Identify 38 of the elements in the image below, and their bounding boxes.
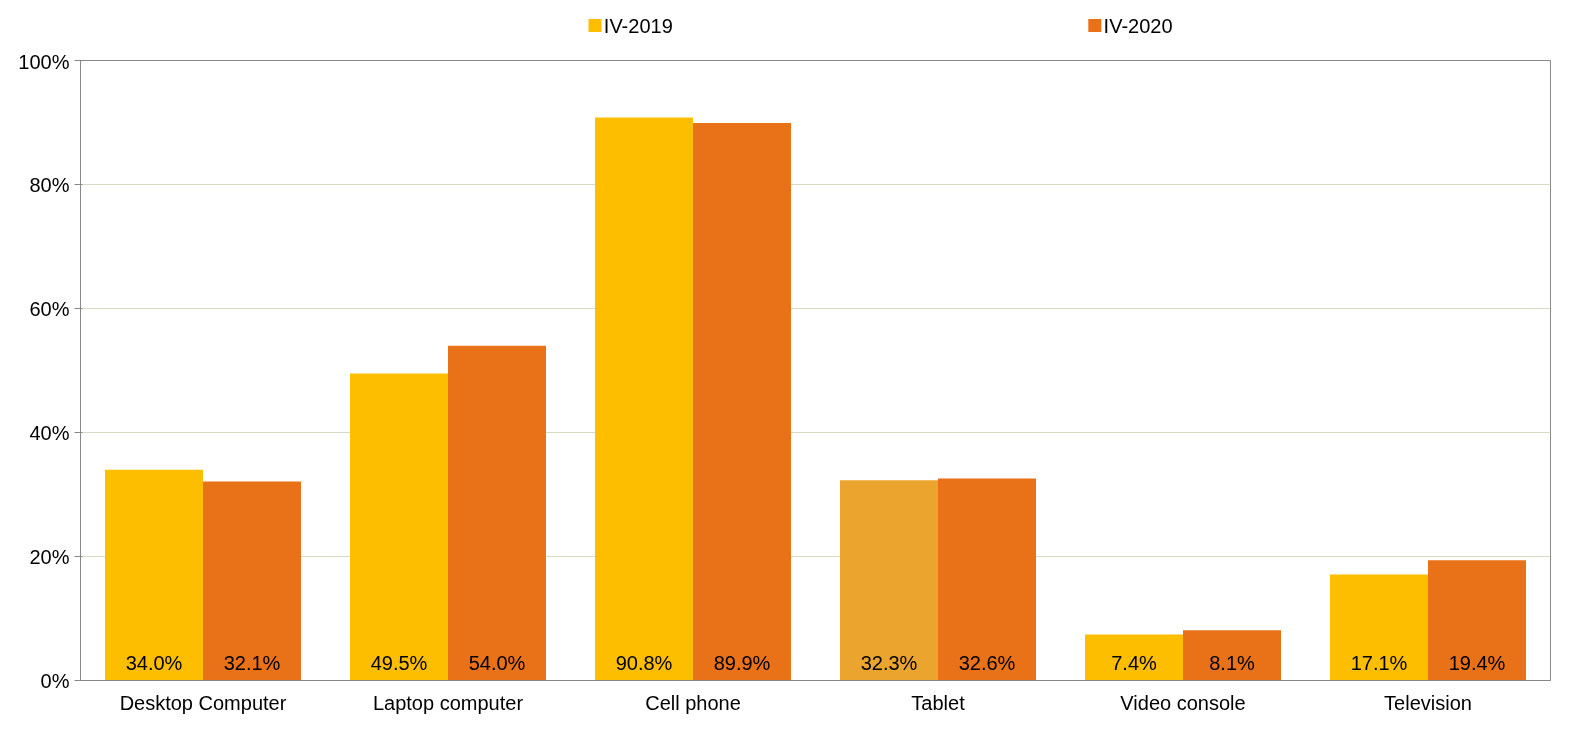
data-label: 34.0% — [125, 652, 183, 675]
x-tick-label: Tablet — [911, 691, 966, 714]
data-label: 19.4% — [1448, 652, 1506, 675]
legend-label: IV-2019 — [603, 14, 673, 37]
data-label: 32.6% — [958, 652, 1016, 675]
bar — [693, 123, 791, 681]
bar — [448, 345, 546, 681]
y-tick-label: 100% — [18, 50, 70, 73]
x-tick-label: Desktop Computer — [119, 691, 287, 714]
bar — [1330, 574, 1428, 681]
bar — [105, 469, 203, 681]
data-label: 49.5% — [370, 652, 428, 675]
bar — [1428, 560, 1526, 681]
bar — [350, 373, 448, 681]
x-tick-label: Laptop computer — [372, 691, 524, 714]
data-label: 32.3% — [860, 652, 918, 675]
data-label: 8.1% — [1209, 652, 1256, 675]
data-label: 32.1% — [223, 652, 281, 675]
data-label: 17.1% — [1350, 652, 1408, 675]
x-tick-label: Video console — [1120, 691, 1246, 714]
bar — [203, 481, 301, 681]
y-tick-label: 0% — [40, 669, 70, 692]
y-tick-label: 20% — [29, 545, 70, 568]
data-label: 7.4% — [1111, 652, 1158, 675]
y-tick-label: 80% — [29, 173, 70, 196]
bar — [1085, 634, 1183, 681]
y-tick-label: 40% — [29, 421, 70, 444]
bar — [840, 480, 938, 681]
data-label: 90.8% — [615, 652, 673, 675]
bar — [1183, 630, 1281, 681]
legend-label: IV-2020 — [1103, 14, 1173, 37]
bar — [938, 478, 1036, 681]
y-tick-label: 60% — [29, 297, 70, 320]
x-tick-label: Cell phone — [645, 691, 741, 714]
data-label: 89.9% — [713, 652, 771, 675]
bar — [595, 117, 693, 681]
x-tick-label: Television — [1384, 691, 1472, 714]
data-label: 54.0% — [468, 652, 526, 675]
